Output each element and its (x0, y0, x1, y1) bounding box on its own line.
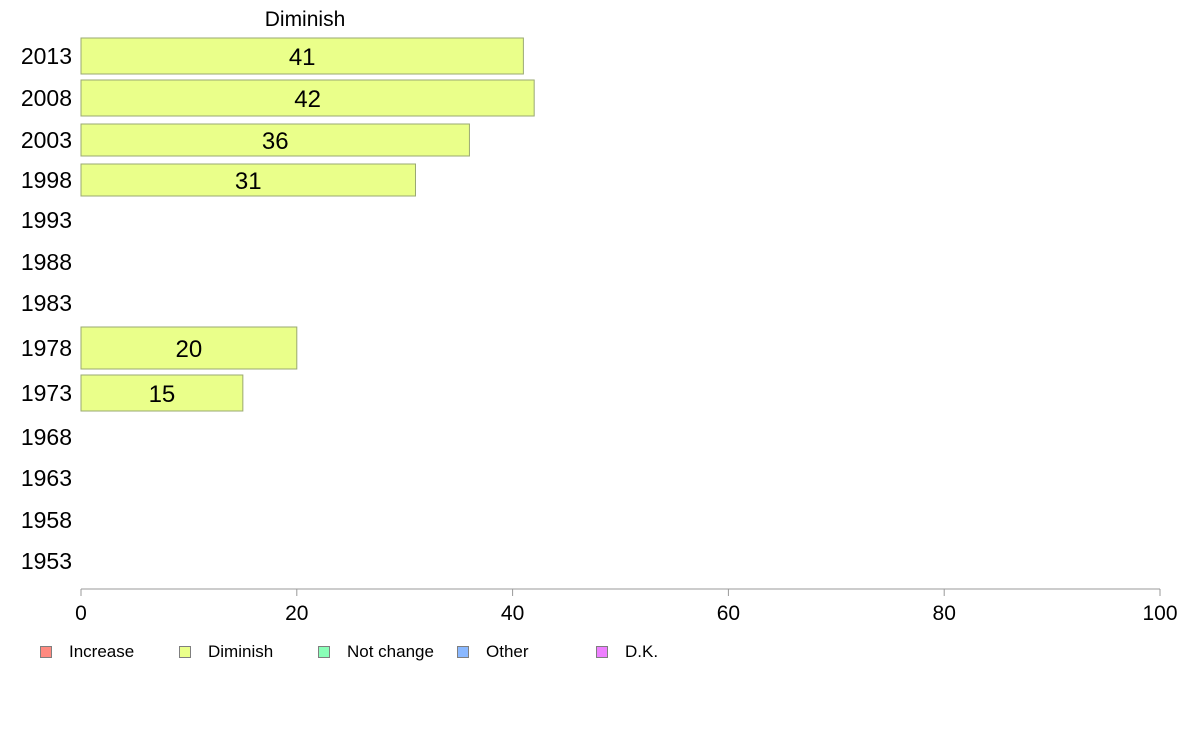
bar (80, 374, 244, 412)
y-tick-label: 2013 (21, 43, 72, 69)
y-tick-label: 1988 (21, 249, 72, 275)
x-tick-label: 0 (75, 602, 87, 625)
legend-swatch (179, 646, 191, 658)
bar (80, 163, 416, 197)
legend-item: Other (457, 641, 529, 663)
y-tick-label: 1978 (21, 335, 72, 361)
bar-value-label: 42 (294, 86, 321, 113)
x-tick-label: 60 (717, 602, 740, 625)
legend-swatch (318, 646, 330, 658)
legend-label: Increase (69, 642, 135, 661)
y-tick-label: 1953 (21, 548, 72, 574)
chart-title: Diminish (265, 8, 346, 31)
legend-swatch (596, 646, 608, 658)
bar (80, 326, 298, 370)
bar (80, 123, 470, 157)
legend: Increase Diminish Not change Other D.K. (40, 641, 740, 663)
legend-item: Diminish (179, 641, 273, 663)
legend-item: Increase (40, 641, 134, 663)
bar-chart: Diminish 2013 41 2008 42 2003 36 1998 31 1993 198… (21, 8, 1178, 625)
y-tick-label: 1968 (21, 424, 72, 450)
bar-value-label: 36 (262, 128, 289, 155)
y-tick-label: 2003 (21, 127, 72, 153)
x-tick-label: 20 (285, 602, 308, 625)
y-tick-label: 1973 (21, 380, 72, 406)
y-tick-label: 1963 (21, 465, 72, 491)
y-tick-label: 2008 (21, 85, 72, 111)
legend-item: Not change (318, 641, 434, 663)
y-tick-label: 1958 (21, 507, 72, 533)
y-tick-label: 1983 (21, 290, 72, 316)
bar-value-label: 41 (289, 44, 316, 71)
bar-value-label: 20 (176, 336, 203, 363)
legend-swatch (40, 646, 52, 658)
y-tick-label: 1998 (21, 167, 72, 193)
legend-label: Other (486, 642, 529, 661)
legend-label: D.K. (625, 642, 659, 661)
bar (80, 37, 524, 75)
bar-value-label: 15 (149, 381, 176, 408)
bar-value-label: 31 (235, 168, 262, 195)
y-tick-label: 1993 (21, 207, 72, 233)
legend-label: Diminish (208, 642, 274, 661)
legend-item: D.K. (596, 641, 658, 663)
legend-label: Not change (347, 642, 434, 661)
x-tick-label: 40 (501, 602, 524, 625)
x-tick-label: 100 (1142, 602, 1177, 625)
bar (80, 79, 535, 117)
legend-swatch (457, 646, 469, 658)
x-tick-label: 80 (933, 602, 956, 625)
